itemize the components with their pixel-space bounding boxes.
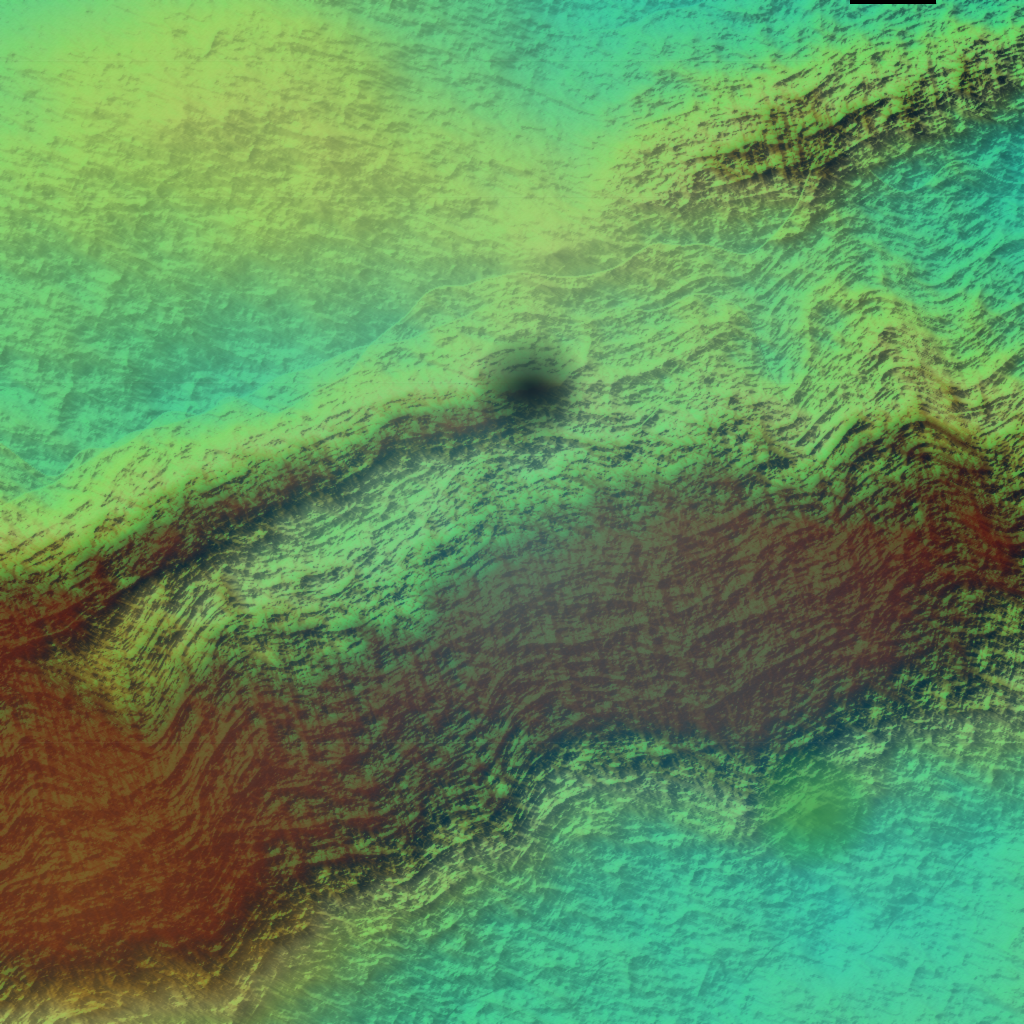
top-edge-data-gap-bar	[850, 0, 936, 4]
